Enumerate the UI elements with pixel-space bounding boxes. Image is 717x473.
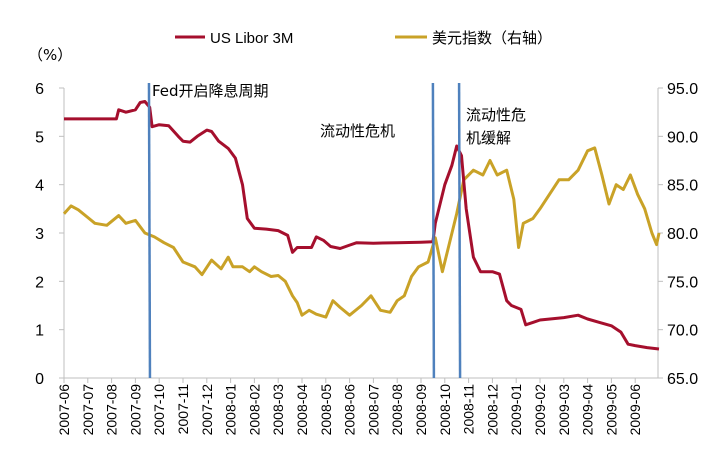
x-tick-label: 2008-06 xyxy=(342,384,358,436)
x-tick-label: 2007-11 xyxy=(175,384,191,435)
x-tick-label: 2008-11 xyxy=(461,384,477,435)
y-tick-label: 2 xyxy=(35,274,44,291)
x-tick-label: 2009-04 xyxy=(580,384,596,436)
y2-tick-label: 85.0 xyxy=(667,178,698,195)
x-tick-label: 2008-03 xyxy=(270,384,286,436)
x-tick-label: 2007-10 xyxy=(151,384,167,436)
x-tick-label: 2008-05 xyxy=(318,384,334,436)
x-tick-label: 2008-09 xyxy=(413,384,429,436)
annotation-crisis-eased-1: 流动性危 xyxy=(466,106,526,124)
y-tick-label: 0 xyxy=(35,371,44,388)
x-tick-label: 2008-01 xyxy=(223,384,239,436)
x-tick-label: 2007-07 xyxy=(80,384,96,436)
y2-tick-label: 90.0 xyxy=(667,129,698,146)
annotation-crisis-eased-2: 机缓解 xyxy=(466,129,511,147)
x-tick-label: 2008-10 xyxy=(437,384,453,436)
annotation-liquidity-crisis: 流动性危机 xyxy=(320,122,395,140)
legend-label-libor: US Libor 3M xyxy=(210,30,293,47)
x-tick-label: 2008-04 xyxy=(294,384,310,436)
dxy-line xyxy=(62,146,661,319)
x-tick-label: 2009-02 xyxy=(532,384,548,436)
y2-tick-label: 65.0 xyxy=(667,371,698,388)
event-vertical-line xyxy=(431,82,436,379)
y-tick-label: 1 xyxy=(35,323,44,340)
x-tick-label: 2009-01 xyxy=(508,384,524,436)
y2-tick-label: 70.0 xyxy=(667,323,698,340)
x-tick-label: 2009-03 xyxy=(556,384,572,436)
y-tick-label: 6 xyxy=(35,81,44,98)
x-tick-label: 2008-08 xyxy=(389,384,405,436)
event-vertical-line xyxy=(147,82,152,379)
libor-line xyxy=(64,100,660,351)
event-vertical-line xyxy=(457,82,462,379)
y2-tick-label: 95.0 xyxy=(667,81,698,98)
x-tick-label: 2008-07 xyxy=(365,384,381,436)
y2-tick-label: 80.0 xyxy=(667,226,698,243)
legend: US Libor 3M 美元指数（右轴） xyxy=(175,29,552,47)
y-axis-unit: （%） xyxy=(28,46,72,64)
x-tick-label: 2008-12 xyxy=(484,384,500,436)
y-tick-label: 5 xyxy=(35,129,44,146)
x-tick-label: 2007-08 xyxy=(104,384,120,436)
x-tick-label: 2009-06 xyxy=(627,384,643,436)
x-tick-label: 2007-12 xyxy=(199,384,215,436)
annotation-fed-cut: Fed开启降息周期 xyxy=(152,82,269,100)
y-tick-label: 3 xyxy=(35,226,44,243)
x-tick-label: 2008-02 xyxy=(246,384,262,436)
x-tick-label: 2007-09 xyxy=(127,384,143,436)
y-tick-label: 4 xyxy=(35,178,44,195)
x-tick-label: 2007-06 xyxy=(56,384,72,436)
legend-label-dxy: 美元指数（右轴） xyxy=(432,29,552,47)
y2-tick-label: 75.0 xyxy=(667,274,698,291)
x-tick-label: 2009-05 xyxy=(603,384,619,436)
